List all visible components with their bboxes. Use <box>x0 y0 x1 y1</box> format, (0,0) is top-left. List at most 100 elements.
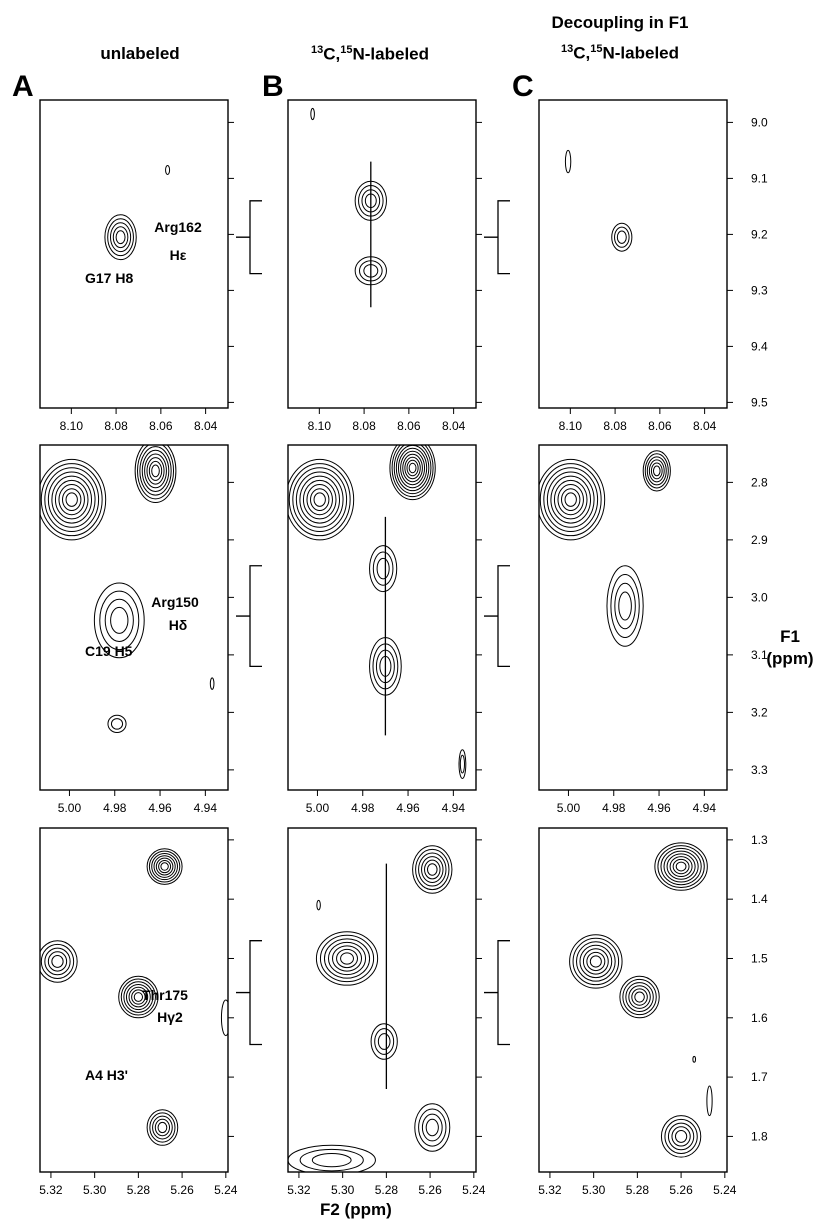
contour-peak-0-level-2 <box>616 230 627 244</box>
contour-peak-2-level-2 <box>376 557 390 580</box>
contour-peak-0-level-3 <box>663 850 699 883</box>
contour-peak-2-level-1 <box>120 978 156 1016</box>
contour-peak-4-level-1 <box>459 754 466 774</box>
f2-tick-label: 4.96 <box>647 801 671 815</box>
contour-peak-1-level-4 <box>397 447 428 489</box>
contour-peak-0-level-1 <box>657 845 705 889</box>
panel-frame <box>287 99 477 409</box>
contour-peak-3-level-0 <box>146 1109 179 1146</box>
peak-label-nucleotide: C19 H5 <box>85 643 133 659</box>
contour-peak-0-level-0 <box>288 458 355 541</box>
contour-peak-1-level-0 <box>389 445 436 501</box>
f2-tick-label: 5.30 <box>582 1183 606 1197</box>
contour-peak-2-level-1 <box>99 590 140 651</box>
f2-tick-label: 5.00 <box>306 801 330 815</box>
f1-tick-label: 9.4 <box>751 339 768 353</box>
contour-peak-0-level-0 <box>654 842 708 891</box>
contour-peak-0-level-1 <box>148 850 181 883</box>
bracket-1 <box>484 940 510 1046</box>
panel-b-row-0: 8.10 8.08 8.06 8.04 <box>287 99 482 433</box>
panel-a-row-2: 5.32 5.30 5.28 5.26 5.24 <box>39 827 238 1197</box>
contour-peak-0-level-4 <box>155 857 174 876</box>
peak-label-proton: Hγ2 <box>157 1009 183 1025</box>
contour-peak-2-level-0 <box>369 545 398 593</box>
contour-peak-0-level-7 <box>62 488 82 512</box>
f1-tick-label: 3.1 <box>751 648 768 662</box>
contour-peak-1-level-4 <box>144 453 167 489</box>
contour-peak-0-level-0 <box>146 848 183 885</box>
contour-peak-0-level-2 <box>660 847 702 886</box>
panel-a-row-1: 5.00 4.98 4.96 4.94 <box>39 444 234 815</box>
contour-group <box>288 845 453 1172</box>
f2-tick-label: 5.00 <box>58 801 82 815</box>
contour-peak-1-level-9 <box>408 462 417 474</box>
f2-tick-label: 5.24 <box>462 1183 486 1197</box>
f1-tick-label: 1.5 <box>751 951 768 965</box>
contour-peak-1-level-3 <box>395 445 430 492</box>
contour-peak-0-level-4 <box>115 230 126 245</box>
f2-tick-label: 8.10 <box>559 419 583 433</box>
panel-c-row-0: 8.10 8.08 8.06 8.04 9.0 9.1 9.2 9.3 9.4 9.5 <box>538 99 768 433</box>
f2-tick-label: 5.30 <box>331 1183 355 1197</box>
f2-tick-label: 4.98 <box>103 801 127 815</box>
contour-peak-0-level-5 <box>302 479 337 520</box>
contour-peak-0-level-3 <box>295 471 344 528</box>
f1-tick-label: 9.1 <box>751 171 768 185</box>
f2-tick-label: 5.28 <box>127 1183 151 1197</box>
panel-frame <box>538 444 728 791</box>
contour-group <box>40 445 215 733</box>
contour-peak-0-level-7 <box>310 488 330 512</box>
contour-peak-3-level-2 <box>421 1113 443 1142</box>
contour-peak-0-level-4 <box>424 859 441 880</box>
contour-peak-2-level-3 <box>628 985 651 1009</box>
contour-peak-0-level-8 <box>313 492 326 507</box>
f1-axis-label-line1: F1 <box>780 627 800 646</box>
contour-peak-0-level-5 <box>54 479 89 520</box>
contour-group <box>40 848 228 1146</box>
contour-peak-0-level-2 <box>44 467 100 532</box>
contour-group <box>564 149 633 252</box>
contour-peak-4-level-2 <box>311 1153 352 1168</box>
panel-letter-b: B <box>262 70 284 103</box>
contour-peak-1-level-0 <box>315 931 379 986</box>
contour-peak-2-level-2 <box>104 598 134 642</box>
f1-tick-label: 2.9 <box>751 533 768 547</box>
contour-peak-1-level-5 <box>400 450 426 486</box>
f2-tick-label: 8.10 <box>308 419 332 433</box>
contour-peak-0-level-8 <box>65 492 78 507</box>
column-header-c-line1: Decoupling in F1 <box>551 13 689 32</box>
contour-peak-0-level-2 <box>292 467 348 532</box>
contour-peak-0-level-4 <box>299 475 341 524</box>
f2-tick-label: 5.26 <box>170 1183 194 1197</box>
contour-peak-0-level-5 <box>553 479 588 520</box>
peak-label-residue: Thr175 <box>142 987 188 1003</box>
contour-peak-2-level-0 <box>606 565 644 647</box>
contour-peak-0-level-6 <box>557 484 584 516</box>
f2-tick-label: 8.04 <box>693 419 717 433</box>
f1-axis-label: F1 (ppm) <box>760 626 820 670</box>
column-header-c: Decoupling in F1 13C,15N-labeled <box>520 10 720 67</box>
contour-peak-1-level-2 <box>44 947 71 976</box>
contour-peak-0-level-2 <box>543 467 599 532</box>
f2-tick-label: 8.04 <box>194 419 218 433</box>
contour-peak-1-level-6 <box>340 952 354 965</box>
contour-peak-5-level-0 <box>692 1055 697 1063</box>
contour-peak-1-level-4 <box>650 462 663 480</box>
contour-peak-1-level-1 <box>40 943 75 980</box>
panel-frame <box>287 444 477 791</box>
contour-peak-1-level-3 <box>47 951 68 972</box>
f2-tick-label: 5.24 <box>214 1183 238 1197</box>
f1-tick-label: 2.8 <box>751 475 768 489</box>
contour-peak-0-level-7 <box>561 488 581 512</box>
f2-tick-label: 4.98 <box>602 801 626 815</box>
contour-peak-1-level-0 <box>564 149 572 174</box>
column-header-a-line1: unlabeled <box>100 44 180 63</box>
contour-peak-1-level-5 <box>336 948 358 969</box>
contour-peak-2-level-1 <box>622 978 657 1016</box>
contour-peak-2-level-2 <box>377 1033 391 1050</box>
contour-group <box>310 107 387 308</box>
contour-peak-0-level-3 <box>421 856 444 883</box>
panel-frame <box>39 444 229 791</box>
panel-frame <box>39 827 229 1173</box>
